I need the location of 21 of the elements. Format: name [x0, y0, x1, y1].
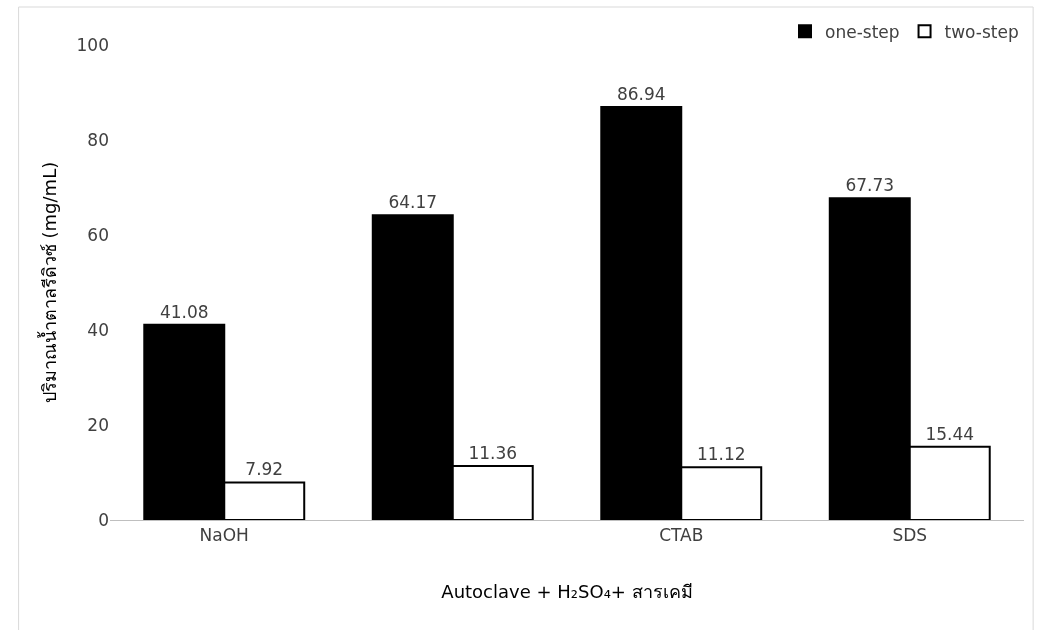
data-label: 64.17: [388, 192, 438, 213]
y-axis-title: ปริมาณน้ำตาลรีดิวซ์ (mg/mL): [36, 161, 60, 404]
legend-label: one-step: [825, 21, 900, 42]
data-label: 86.94: [616, 84, 666, 105]
y-tick-label: 80: [87, 129, 109, 150]
x-tick-label: CTAB: [659, 525, 704, 546]
data-label: 15.44: [925, 423, 975, 444]
x-tick-label: SDS: [892, 525, 928, 546]
x-tick-label: NaOH: [199, 525, 249, 546]
data-label: 7.92: [245, 459, 284, 480]
x-axis-title: Autoclave + H₂SO₄+ สารเคมี: [441, 580, 693, 602]
legend-label: two-step: [944, 21, 1019, 42]
y-tick-label: 0: [98, 509, 109, 530]
y-tick-label: 60: [87, 224, 109, 245]
data-label: 11.36: [468, 443, 518, 464]
y-tick-label: 20: [87, 414, 109, 435]
data-label: 67.73: [845, 175, 895, 196]
data-label: 11.12: [696, 444, 746, 465]
data-label: 41.08: [159, 301, 209, 322]
y-tick-label: 100: [76, 34, 109, 55]
y-tick-label: 40: [87, 319, 109, 340]
